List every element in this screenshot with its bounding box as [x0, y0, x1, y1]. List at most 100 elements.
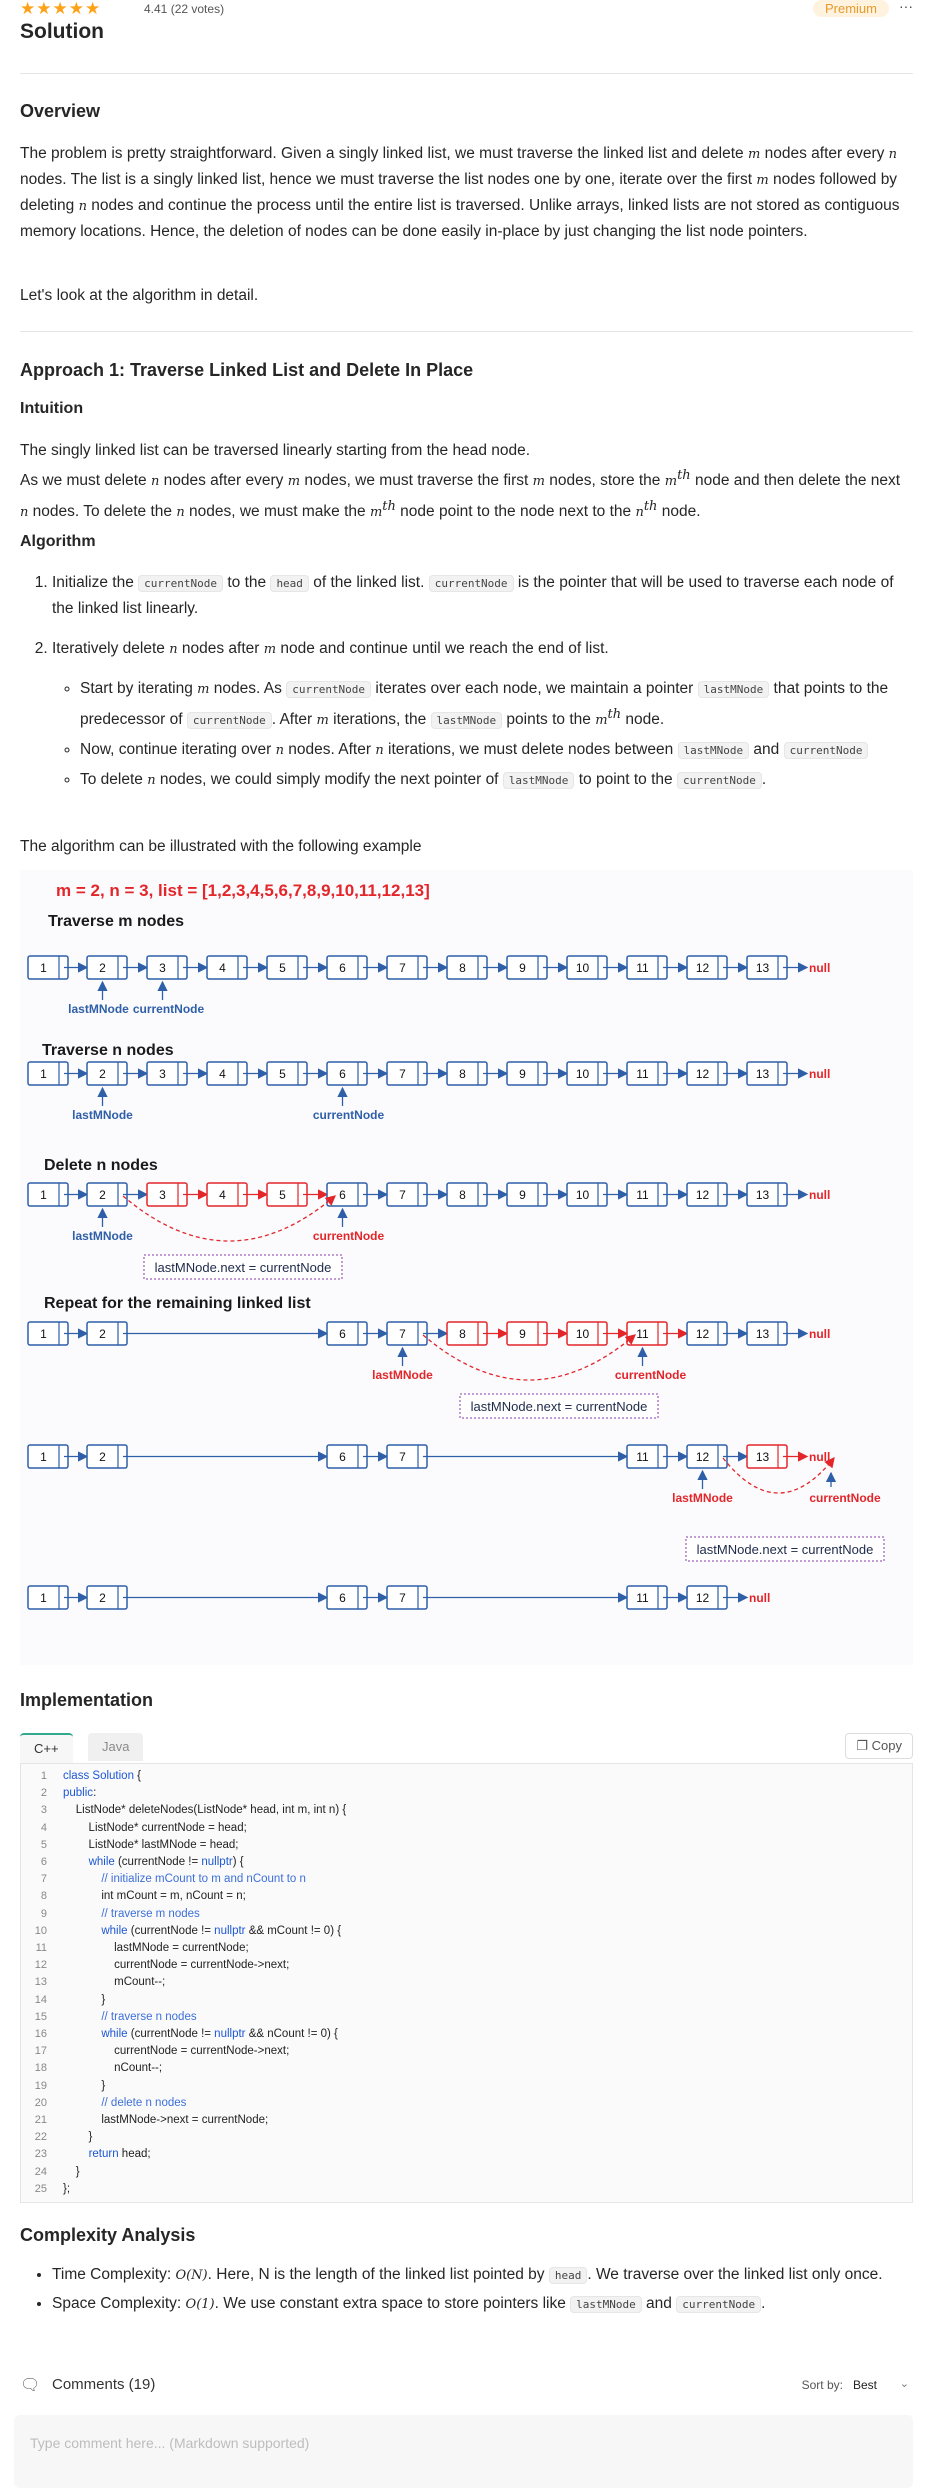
list-node — [86, 1585, 128, 1610]
pointer-label: currentNode — [615, 1368, 687, 1382]
overview-paragraph: The problem is pretty straightforward. G… — [20, 145, 900, 240]
list-item: Initialize the currentNode to the head o… — [52, 570, 910, 621]
node-value: 10 — [576, 1327, 590, 1341]
language-tabs: C++ Java ❐ Copy — [20, 1733, 913, 1763]
list-node — [266, 955, 308, 980]
node-value: 7 — [399, 1327, 406, 1341]
code-line: // delete n nodes — [63, 2096, 187, 2109]
null-label: null — [809, 961, 830, 975]
list-node — [206, 1182, 248, 1207]
node-value: 5 — [279, 1067, 286, 1081]
more-options-icon[interactable]: ··· — [899, 0, 913, 14]
assign-label: lastMNode.next = currentNode — [471, 1399, 648, 1414]
list-node — [506, 1182, 548, 1207]
code-line: // initialize mCount to m and nCount to … — [63, 1873, 306, 1886]
section-label: Delete n nodes — [44, 1157, 158, 1174]
tab-java[interactable]: Java — [88, 1733, 144, 1761]
node-value: 11 — [636, 1188, 649, 1202]
null-label: null — [809, 1188, 830, 1202]
line-number: 19 — [34, 2079, 47, 2092]
list-node — [326, 1061, 368, 1086]
line-number: 22 — [34, 2131, 47, 2144]
node-value: 10 — [576, 1067, 590, 1081]
rating-stars[interactable]: ★★★★★ — [20, 0, 102, 18]
comment-input[interactable]: Type comment here... (Markdown supported… — [14, 2415, 913, 2488]
comment-placeholder: Type comment here... (Markdown supported… — [30, 2435, 310, 2451]
node-value: 7 — [399, 1067, 406, 1081]
null-label: null — [809, 1450, 830, 1464]
node-value: 9 — [519, 1188, 526, 1202]
section-label: Traverse n nodes — [42, 1042, 174, 1059]
implementation-heading: Implementation — [20, 1690, 154, 1710]
chevron-down-icon[interactable]: ⌄ — [899, 2378, 909, 2390]
list-node — [446, 1182, 488, 1207]
list-item: To delete n nodes, we could simply modif… — [80, 767, 910, 793]
node-value: 6 — [339, 1450, 346, 1464]
list-item: Space Complexity: O(1). We use constant … — [52, 2291, 910, 2317]
list-node — [386, 1182, 428, 1207]
code-line: while (currentNode != nullptr && nCount … — [101, 2028, 338, 2041]
node-value: 4 — [219, 961, 226, 975]
node-value: 12 — [696, 961, 710, 975]
list-node — [326, 1182, 368, 1207]
list-node — [27, 1061, 69, 1086]
node-value: 6 — [339, 1327, 346, 1341]
code-line: // traverse n nodes — [63, 2010, 197, 2023]
overview-heading: Overview — [20, 101, 101, 121]
assign-box — [685, 1536, 885, 1562]
line-number: 2 — [40, 1787, 47, 1800]
node-value: 2 — [99, 1188, 106, 1202]
list-node — [266, 1182, 308, 1207]
list-node — [27, 1321, 69, 1346]
sort-dropdown[interactable]: Sort by: Best — [801, 2378, 877, 2392]
illustration-intro: The algorithm can be illustrated with th… — [20, 838, 422, 855]
copy-button[interactable]: ❐ Copy — [845, 1733, 913, 1759]
list-node — [27, 1585, 69, 1610]
node-value: 8 — [459, 1067, 466, 1081]
list-node — [506, 1061, 548, 1086]
list-node — [146, 1061, 188, 1086]
node-value: 8 — [459, 961, 466, 975]
rating-bar: ★★★★★ 4.41 (22 votes) Premium ··· — [20, 0, 913, 20]
node-value: 13 — [756, 961, 770, 975]
node-value: 4 — [219, 1067, 226, 1081]
code-line: while (currentNode != nullptr && mCount … — [101, 1924, 342, 1937]
code-source[interactable]: class Solution {public: ListNode* delete… — [63, 1764, 346, 2198]
node-value: 1 — [40, 1067, 47, 1081]
list-node — [86, 1061, 128, 1086]
list-node — [27, 1444, 69, 1469]
line-number: 24 — [34, 2165, 47, 2178]
list-node — [146, 955, 188, 980]
list-node — [386, 1444, 428, 1469]
node-value: 13 — [756, 1450, 770, 1464]
line-number: 3 — [40, 1804, 47, 1817]
node-value: 2 — [99, 961, 106, 975]
comments-bar: 🗨 Comments (19) Sort by: Best ⌄ — [20, 2374, 913, 2398]
node-value: 1 — [40, 1188, 47, 1202]
list-item: Time Complexity: O(N). Here, N is the le… — [52, 2262, 910, 2288]
null-label: null — [749, 1591, 770, 1605]
null-label: null — [809, 1067, 830, 1081]
node-value: 2 — [99, 1327, 106, 1341]
code-line: return head; — [88, 2148, 151, 2161]
node-value: 10 — [576, 961, 590, 975]
intuition-heading: Intuition — [20, 400, 84, 417]
list-node — [86, 1444, 128, 1469]
pointer-label: currentNode — [133, 1002, 205, 1016]
tab-cpp[interactable]: C++ — [20, 1733, 73, 1763]
list-node — [446, 1061, 488, 1086]
code-block[interactable]: 1 2 3 4 5 6 7 8 9 10 11 12 13 14 15 16 17 18 19 20 21 22 23 24 2… — [20, 1763, 913, 2203]
figure-caption: m = 2, n = 3, list = [1,2,3,4,5,6,7,8,9,… — [56, 881, 430, 900]
code-line: } — [63, 2079, 106, 2092]
line-number: 17 — [34, 2045, 47, 2058]
node-value: 2 — [99, 1067, 106, 1081]
list-node — [506, 1321, 548, 1346]
node-value: 11 — [636, 1327, 649, 1341]
code-line: lastMNode = currentNode; — [63, 1942, 249, 1955]
line-number: 15 — [34, 2010, 47, 2023]
line-number: 25 — [34, 2182, 47, 2195]
list-node — [386, 1321, 428, 1346]
approach-heading: Approach 1: Traverse Linked List and Del… — [20, 360, 474, 380]
list-node — [386, 955, 428, 980]
node-value: 3 — [159, 1188, 166, 1202]
